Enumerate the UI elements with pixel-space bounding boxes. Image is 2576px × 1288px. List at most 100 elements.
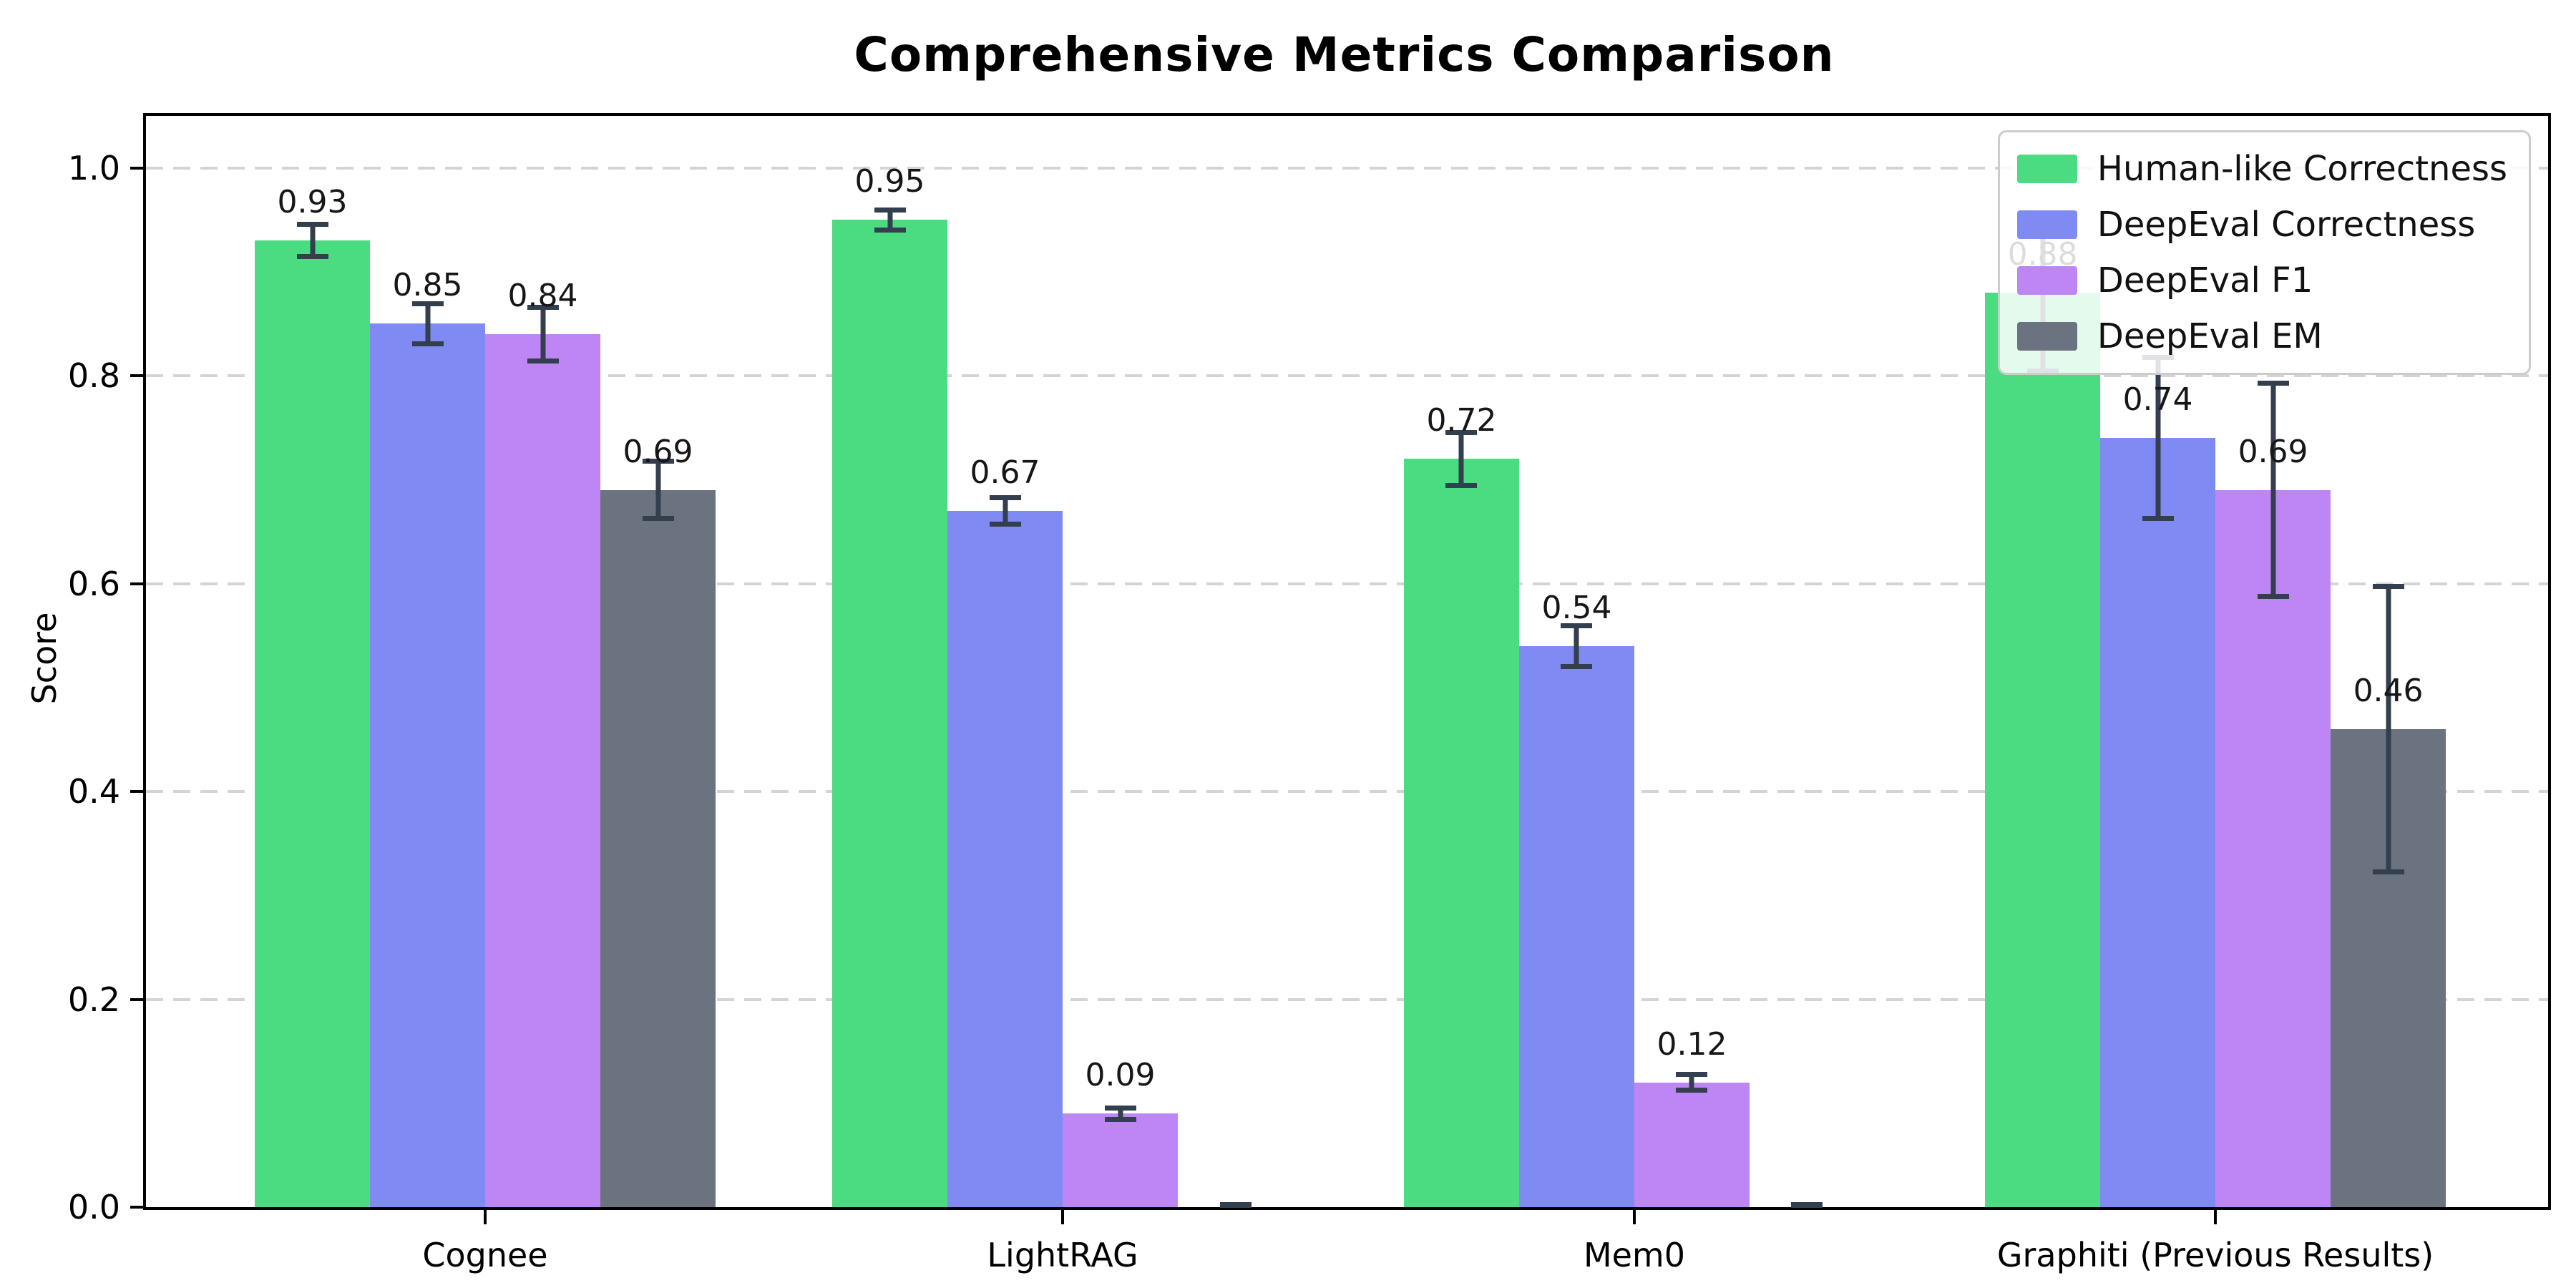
error-bar (874, 207, 906, 233)
error-bar (1445, 429, 1478, 488)
error-bar-cap-top (1104, 1105, 1136, 1111)
bar (2100, 438, 2216, 1207)
error-bar (1561, 623, 1593, 669)
bar-cell: 0.74 (2100, 116, 2216, 1207)
error-bar-cap-bottom (296, 254, 328, 260)
error-bar-cap-bottom (874, 227, 906, 233)
y-tick-mark (130, 790, 143, 794)
error-bar-cap-top (296, 222, 328, 228)
bar-value-label: 0.67 (970, 454, 1040, 491)
error-bar-cap-bottom (1219, 1202, 1252, 1207)
x-tick-label: Mem0 (1583, 1236, 1686, 1274)
error-bar-line (887, 207, 893, 233)
bar (1403, 459, 1519, 1207)
y-tick-mark (130, 374, 143, 378)
bar-value-label: 0.46 (2353, 672, 2424, 709)
legend: Human-like Correctness DeepEval Correctne… (1997, 130, 2531, 375)
error-bar (642, 459, 674, 522)
bar-cell: 0.72 (1403, 116, 1519, 1207)
gridline (146, 997, 2548, 1001)
error-bar (2257, 381, 2289, 600)
error-bar-cap-bottom (642, 516, 674, 522)
bar (1063, 1113, 1179, 1207)
bar-cell: 0.84 (485, 116, 600, 1207)
chart-title: Comprehensive Metrics Comparison (854, 27, 1835, 82)
bar-group: 0.72 0.54 0.12 (1403, 116, 1865, 1209)
y-tick-label: 0.2 (67, 980, 120, 1019)
error-bar-cap-top (874, 207, 906, 213)
legend-item: Human-like Correctness (2016, 147, 2507, 191)
error-bar-cap-bottom (1791, 1202, 1823, 1207)
bar-cell: 0.93 (255, 116, 370, 1207)
error-bar-line (2270, 381, 2276, 600)
y-tick-label: 0.4 (67, 772, 120, 811)
error-bar-cap-top (1676, 1072, 1708, 1078)
gridline (146, 374, 2548, 378)
bar-cell: 0.54 (1518, 116, 1634, 1207)
bar (255, 240, 370, 1207)
x-tick-mark (2214, 1210, 2218, 1224)
error-bar (1104, 1105, 1136, 1122)
bar-value-label: 0.93 (277, 184, 348, 221)
legend-item: DeepEval EM (2016, 314, 2507, 358)
bar (1518, 645, 1634, 1207)
bar-cell: 0.09 (1063, 116, 1179, 1207)
bar-value-label: 0.09 (1085, 1057, 1156, 1094)
x-tick-mark (1632, 1210, 1636, 1224)
plot-area: Human-like Correctness DeepEval Correctne… (68, 113, 2551, 1274)
error-bar (527, 305, 559, 364)
error-bar-cap-bottom (1104, 1116, 1136, 1122)
bar-value-label: 0.84 (507, 278, 578, 314)
error-bar (1676, 1072, 1708, 1093)
error-bar-cap-top (411, 301, 444, 306)
error-bar-cap-bottom (2372, 869, 2404, 875)
bar-cell: 0.85 (370, 116, 485, 1207)
gridline (146, 582, 2548, 585)
bar (1985, 292, 2101, 1207)
bar-cell: 0.67 (947, 116, 1063, 1207)
bar (947, 510, 1063, 1207)
legend-swatch (2016, 322, 2077, 351)
error-bar-line (310, 222, 315, 260)
error-bar (296, 222, 328, 260)
y-tick-mark (130, 166, 143, 170)
legend-item: DeepEval Correctness (2016, 203, 2507, 247)
x-tick-label: Graphiti (Previous Results) (1996, 1236, 2434, 1274)
error-bar (2142, 355, 2174, 522)
gridline (146, 166, 2548, 170)
legend-label: DeepEval F1 (2097, 260, 2313, 301)
bar-group: 0.95 0.67 0.09 (832, 116, 1293, 1209)
error-bar-cap-bottom (2257, 594, 2289, 600)
bar-cell (1178, 116, 1293, 1209)
error-bar-cap-top (642, 459, 674, 464)
bar (832, 220, 948, 1207)
x-tick-label: LightRAG (987, 1236, 1138, 1274)
error-bar-cap-top (2372, 583, 2404, 589)
bar (600, 489, 716, 1207)
error-bar (1219, 1202, 1252, 1209)
x-tick-mark (1061, 1210, 1065, 1224)
error-bar-cap-bottom (989, 521, 1021, 527)
bar (370, 323, 485, 1207)
legend-swatch (2016, 266, 2077, 295)
bar-cell (1750, 116, 1865, 1209)
bar-group: 0.93 0.85 0.84 0.69 (255, 116, 716, 1207)
x-tick-label: Cognee (422, 1236, 548, 1274)
y-tick-mark (130, 997, 143, 1001)
bar-value-label: 0.54 (1541, 589, 1612, 626)
y-tick-mark (130, 582, 143, 585)
error-bar-cap-bottom (411, 341, 444, 347)
legend-item: DeepEval F1 (2016, 258, 2507, 303)
error-bar-cap-bottom (2142, 516, 2174, 522)
y-axis-label: Score (25, 612, 64, 705)
bar-value-label: 0.74 (2122, 381, 2193, 419)
error-bar (411, 301, 444, 347)
bar (1634, 1082, 1750, 1207)
y-tick-label: 1.0 (67, 148, 120, 187)
error-bar-line (1002, 495, 1008, 527)
bar-cell: 0.46 (2331, 116, 2446, 1207)
bar-cell: 0.69 (2215, 116, 2331, 1207)
legend-swatch (2016, 210, 2077, 239)
bar (2215, 489, 2331, 1207)
legend-label: Human-like Correctness (2097, 149, 2507, 189)
